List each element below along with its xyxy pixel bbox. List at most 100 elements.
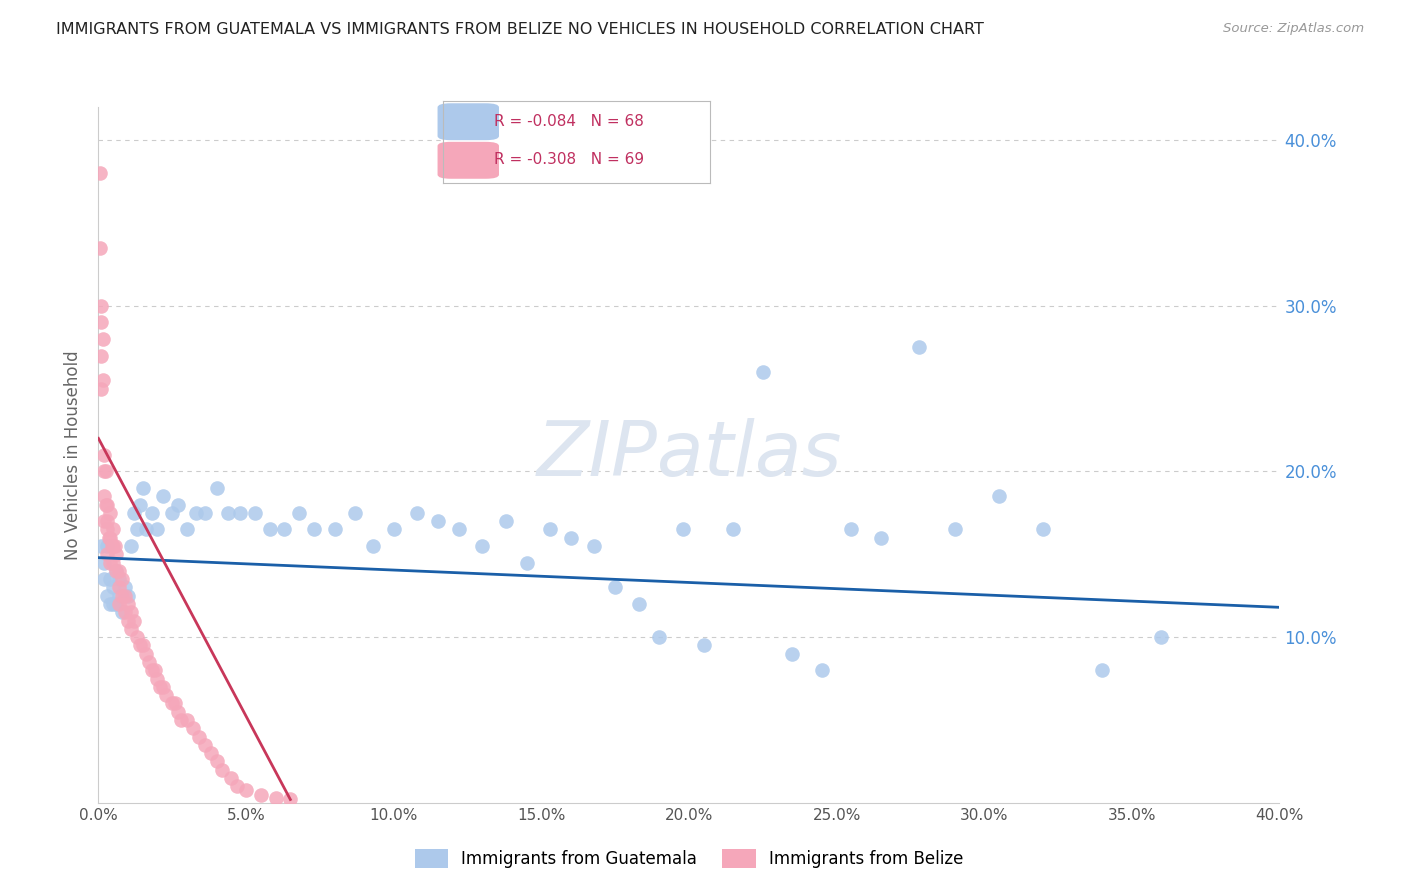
Point [693, 639, 716, 653]
Point [135, 647, 157, 661]
Point [117, 614, 139, 628]
Point [90, 382, 112, 396]
Point [187, 730, 209, 744]
Point [143, 663, 166, 677]
Point [122, 614, 145, 628]
Point [103, 539, 125, 553]
Point [114, 581, 136, 595]
Point [146, 523, 169, 537]
Point [125, 630, 148, 644]
Point [471, 539, 494, 553]
Point [782, 647, 804, 661]
Point [105, 564, 128, 578]
Point [288, 506, 311, 520]
Point [103, 523, 125, 537]
Point [89, 166, 111, 180]
Point [200, 746, 222, 760]
Point [155, 688, 177, 702]
Point [538, 523, 561, 537]
Point [141, 506, 163, 520]
Point [302, 523, 325, 537]
Point [259, 523, 281, 537]
Point [176, 713, 198, 727]
Point [122, 506, 145, 520]
Point [152, 680, 174, 694]
Point [132, 481, 155, 495]
Point [184, 506, 207, 520]
Point [111, 572, 134, 586]
Point [96, 514, 118, 528]
Point [229, 506, 252, 520]
FancyBboxPatch shape [437, 103, 499, 140]
Point [447, 523, 470, 537]
Point [90, 299, 112, 313]
Text: ZIPatlas: ZIPatlas [536, 418, 842, 491]
Point [98, 506, 121, 520]
Point [93, 514, 115, 528]
Point [162, 697, 183, 711]
Point [97, 531, 120, 545]
Point [323, 523, 346, 537]
Point [605, 581, 627, 595]
Point [205, 481, 228, 495]
Point [583, 539, 606, 553]
Point [111, 605, 134, 619]
Point [114, 589, 136, 603]
Point [1032, 523, 1054, 537]
Point [93, 489, 115, 503]
Point [194, 506, 217, 520]
Point [723, 523, 745, 537]
Point [91, 373, 114, 387]
Text: Source: ZipAtlas.com: Source: ZipAtlas.com [1223, 22, 1364, 36]
Point [648, 630, 671, 644]
Point [111, 589, 134, 603]
Point [181, 721, 204, 735]
Point [167, 705, 190, 719]
Point [382, 523, 405, 537]
Point [219, 771, 242, 785]
Point [344, 506, 367, 520]
Point [103, 581, 125, 595]
Point [105, 597, 128, 611]
Point [103, 556, 125, 570]
Point [211, 763, 233, 777]
Point [100, 539, 122, 553]
Point [406, 506, 429, 520]
Point [149, 680, 172, 694]
Point [96, 589, 118, 603]
Point [672, 523, 695, 537]
Point [117, 589, 139, 603]
Point [96, 539, 118, 553]
Point [943, 523, 966, 537]
Point [235, 782, 257, 797]
Point [226, 779, 249, 793]
Point [427, 514, 450, 528]
Point [89, 241, 111, 255]
Point [751, 365, 773, 379]
Point [98, 556, 121, 570]
Point [138, 655, 160, 669]
Point [908, 340, 931, 354]
Legend: Immigrants from Guatemala, Immigrants from Belize: Immigrants from Guatemala, Immigrants fr… [408, 842, 970, 874]
Point [98, 531, 121, 545]
Point [103, 597, 125, 611]
Point [108, 581, 131, 595]
Point [96, 523, 118, 537]
Point [117, 597, 139, 611]
Point [278, 792, 302, 806]
Point [167, 498, 190, 512]
Point [90, 349, 112, 363]
Point [120, 622, 142, 636]
Point [91, 332, 114, 346]
Point [114, 605, 136, 619]
Point [205, 755, 228, 769]
Point [194, 738, 217, 752]
Text: R = -0.308   N = 69: R = -0.308 N = 69 [494, 152, 644, 167]
Point [869, 531, 891, 545]
Point [250, 788, 273, 802]
Point [132, 639, 155, 653]
Point [93, 448, 115, 462]
Point [105, 547, 128, 561]
Text: R = -0.084   N = 68: R = -0.084 N = 68 [494, 114, 644, 129]
Point [162, 506, 183, 520]
